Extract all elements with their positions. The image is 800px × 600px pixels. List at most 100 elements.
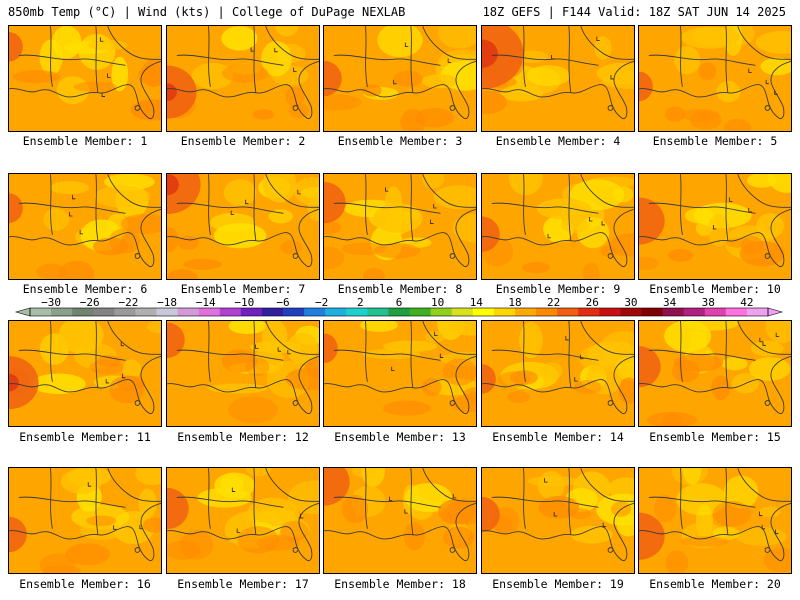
ensemble-member-label: Ensemble Member: 8 xyxy=(337,282,463,296)
ensemble-member-label: Ensemble Member: 3 xyxy=(337,134,463,148)
ensemble-member-label: Ensemble Member: 6 xyxy=(22,282,148,296)
colorbar-swatch xyxy=(51,308,73,316)
colorbar-right-arrow xyxy=(767,307,784,317)
ensemble-member-map xyxy=(8,320,162,427)
colorbar-swatch xyxy=(578,308,600,316)
ensemble-member-map xyxy=(323,25,477,132)
colorbar-tick-label: 22 xyxy=(547,296,560,309)
ensemble-member-label: Ensemble Member: 7 xyxy=(180,282,306,296)
colorbar-swatch xyxy=(114,308,136,316)
ensemble-member-map xyxy=(8,173,162,280)
temperature-field xyxy=(167,26,319,131)
colorbar-swatch xyxy=(367,308,389,316)
temperature-field xyxy=(324,26,476,131)
colorbar-swatch xyxy=(514,308,537,316)
colorbar-swatch xyxy=(156,308,178,316)
colorbar-swatch xyxy=(620,308,642,316)
ensemble-member-label: Ensemble Member: 2 xyxy=(180,134,306,148)
colorbar-swatch xyxy=(346,308,368,316)
colorbar-tick-label: 30 xyxy=(624,296,637,309)
colorbar-tick-label: −2 xyxy=(315,296,328,309)
colorbar-swatch xyxy=(409,308,432,316)
ensemble-member-label: Ensemble Member: 19 xyxy=(492,577,624,591)
colorbar-tick-label: −26 xyxy=(80,296,100,309)
temperature-field xyxy=(639,468,791,573)
colorbar-swatch xyxy=(493,308,516,316)
ensemble-member-map xyxy=(323,320,477,427)
colorbar-swatch xyxy=(662,308,685,316)
colorbar-tick-label: −22 xyxy=(118,296,138,309)
colorbar-swatch xyxy=(536,308,558,316)
colorbar-swatch xyxy=(746,308,769,316)
ensemble-member-label: Ensemble Member: 5 xyxy=(652,134,778,148)
ensemble-member-map xyxy=(323,173,477,280)
colorbar-swatch xyxy=(93,308,115,316)
colorbar-swatch xyxy=(198,308,221,316)
temperature-field xyxy=(639,174,791,279)
temperature-field xyxy=(482,26,634,131)
ensemble-member-map xyxy=(638,25,792,132)
ensemble-member-label: Ensemble Member: 1 xyxy=(22,134,148,148)
colorbar-tick-label: 34 xyxy=(663,296,677,309)
ensemble-member-label: Ensemble Member: 12 xyxy=(177,430,309,444)
temperature-field xyxy=(167,174,319,279)
ensemble-member-label: Ensemble Member: 18 xyxy=(334,577,466,591)
temperature-field xyxy=(639,26,791,131)
colorbar-swatch xyxy=(261,308,284,316)
map-title: 850mb Temp (°C) | Wind (kts) | College o… xyxy=(8,5,406,19)
temperature-field xyxy=(324,321,476,426)
colorbar-tick-label: −18 xyxy=(157,296,177,309)
temperature-field xyxy=(482,468,634,573)
ensemble-member-map xyxy=(481,467,635,574)
colorbar-tick-label: 10 xyxy=(431,296,444,309)
colorbar-swatch xyxy=(30,308,52,316)
temperature-field xyxy=(9,26,161,131)
colorbar-swatch xyxy=(72,308,94,316)
ensemble-member-map xyxy=(323,467,477,574)
colorbar-tick-label: 6 xyxy=(396,296,403,309)
colorbar-tick-label: 14 xyxy=(470,296,484,309)
temperature-field xyxy=(482,174,634,279)
temperature-field xyxy=(324,468,476,573)
colorbar-tick-label: 26 xyxy=(586,296,599,309)
colorbar-swatch xyxy=(599,308,621,316)
ensemble-member-map xyxy=(481,173,635,280)
ensemble-member-label: Ensemble Member: 16 xyxy=(19,577,151,591)
ensemble-member-label: Ensemble Member: 17 xyxy=(177,577,309,591)
temperature-field xyxy=(9,321,161,426)
ensemble-member-label: Ensemble Member: 9 xyxy=(495,282,621,296)
colorbar-swatch xyxy=(240,308,263,316)
colorbar-swatch xyxy=(325,308,347,316)
ensemble-member-map xyxy=(166,467,320,574)
colorbar-tick-label: 42 xyxy=(740,296,753,309)
colorbar-swatch xyxy=(135,308,157,316)
ensemble-member-label: Ensemble Member: 4 xyxy=(495,134,621,148)
ensemble-member-map xyxy=(166,320,320,427)
ensemble-member-map xyxy=(8,467,162,574)
colorbar-tick-label: 18 xyxy=(508,296,521,309)
temperature-field xyxy=(9,174,161,279)
ensemble-member-label: Ensemble Member: 10 xyxy=(649,282,781,296)
temperature-field xyxy=(324,174,476,279)
ensemble-member-label: Ensemble Member: 14 xyxy=(492,430,624,444)
model-run-info: 18Z GEFS | F144 Valid: 18Z SAT JUN 14 20… xyxy=(482,5,786,19)
colorbar-left-arrow xyxy=(14,307,31,317)
colorbar-tick-label: −6 xyxy=(276,296,289,309)
colorbar-swatch xyxy=(304,308,326,316)
ensemble-member-label: Ensemble Member: 13 xyxy=(334,430,466,444)
colorbar-tick-label: 2 xyxy=(357,296,364,309)
ensemble-member-map xyxy=(481,25,635,132)
ensemble-member-label: Ensemble Member: 11 xyxy=(19,430,151,444)
temperature-field xyxy=(482,321,634,426)
colorbar-swatch xyxy=(641,308,663,316)
ensemble-member-map xyxy=(638,467,792,574)
ensemble-member-map xyxy=(638,320,792,427)
colorbar-swatch xyxy=(283,308,305,316)
colorbar-tick-label: −10 xyxy=(234,296,254,309)
colorbar-swatch xyxy=(557,308,579,316)
ensemble-member-map xyxy=(481,320,635,427)
colorbar-tick-label: −30 xyxy=(41,296,61,309)
colorbar-tick-label: 38 xyxy=(702,296,715,309)
ensemble-member-map xyxy=(8,25,162,132)
temperature-colorbar: −30 −26 −22 −18 −14 −10 −6 −2 2 6 10 14 18 22 26 30 34 38… xyxy=(14,296,784,317)
